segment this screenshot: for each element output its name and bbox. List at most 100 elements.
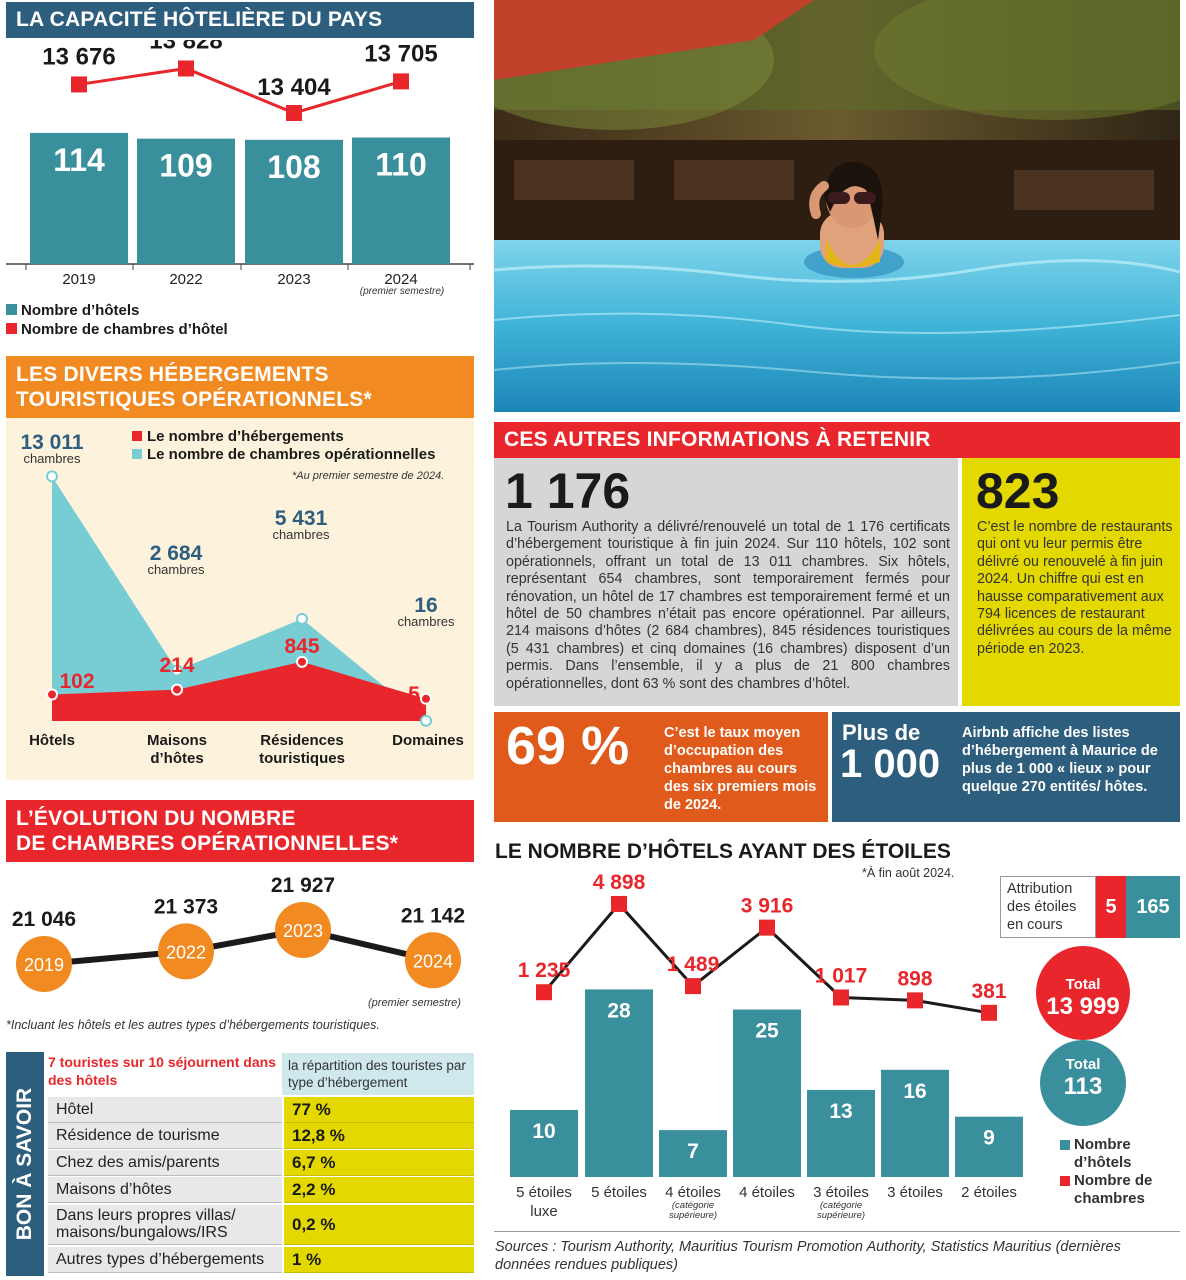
- stars-bar: [659, 1130, 727, 1177]
- evolution-circle: [158, 923, 214, 980]
- hebergements-category: Hôtels: [29, 732, 75, 749]
- legend-hotels-label: Nombre d’hôtels: [21, 302, 140, 319]
- evolution-note-2024: (premier semestre): [368, 997, 461, 1009]
- legend-hotels-swatch: [6, 304, 17, 315]
- stars-category: 3 étoiles: [887, 1184, 943, 1201]
- rooms-value: 5 431: [275, 507, 328, 530]
- occupancy-number: 69 %: [506, 716, 630, 776]
- total-rooms-value: 13 999: [1046, 993, 1120, 1020]
- rooms-unit: chambres: [147, 562, 205, 577]
- stars-bar-label: 28: [607, 999, 631, 1022]
- tourist-share: 12,8 %: [284, 1123, 474, 1149]
- accommodation-type: Autres types d’hébergements: [48, 1247, 282, 1273]
- hebergements-title-bar: LES DIVERS HÉBERGEMENTS TOURISTIQUES OPÉ…: [6, 356, 474, 418]
- capacity-year: 2022: [169, 271, 202, 288]
- airbnb-prefix: Plus de: [842, 720, 921, 745]
- stars-category: 4 étoiles: [665, 1184, 721, 1201]
- count-marker: [420, 692, 432, 705]
- hebergements-category: Domaines: [392, 732, 464, 749]
- count-value: 5: [408, 683, 420, 706]
- capacity-rooms-marker: [286, 105, 302, 121]
- hebergements-category: Maisons: [147, 732, 207, 749]
- stars-bar-label: 7: [687, 1140, 699, 1163]
- stars-bar: [733, 1009, 801, 1177]
- rooms-value: 16: [414, 594, 437, 617]
- hebergements-title-line2: TOURISTIQUES OPÉRATIONNELS*: [16, 388, 372, 411]
- sources: Sources : Tourism Authority, Mauritius T…: [495, 1239, 1121, 1273]
- rooms-marker: [46, 470, 58, 483]
- stars-bar-label: 16: [903, 1080, 926, 1103]
- certif-box: [494, 458, 958, 706]
- capacity-rooms-label: 13 705: [364, 40, 437, 67]
- count-value: 845: [284, 635, 319, 658]
- evolution-year: 2024: [413, 951, 453, 971]
- capacity-bar-label: 114: [53, 142, 105, 178]
- table-row: Autres types d’hébergements 1 %: [48, 1247, 474, 1273]
- count-area: [52, 661, 426, 721]
- bon-a-savoir-side: BON À SAVOIR: [6, 1052, 44, 1276]
- evolution-line: [43, 926, 434, 967]
- capacity-title: LA CAPACITÉ HÔTELIÈRE DU PAYS: [16, 8, 383, 31]
- tourist-share: 0,2 %: [284, 1205, 474, 1245]
- hebergements-legend: Le nombre d’hébergements Le nombre de ch…: [132, 428, 435, 464]
- stars-rooms-label: 3 916: [741, 895, 794, 918]
- stars-rooms-marker: [611, 895, 627, 912]
- attribution-label: Attribution des étoiles en cours: [1007, 881, 1077, 933]
- stars-rooms-marker: [981, 1004, 997, 1021]
- stars-category-sub: supérieure): [817, 1210, 865, 1221]
- legend-stars-hotels-label: Nombre d’hôtels: [1074, 1136, 1132, 1171]
- bon-a-savoir-headline: 7 touristes sur 10 séjournent dans des h…: [48, 1054, 276, 1088]
- stars-bar: [881, 1069, 949, 1177]
- stars-rooms-label: 1 017: [815, 964, 868, 987]
- capacity-bar-label: 108: [267, 149, 320, 185]
- table-row: Hôtel 77 %: [48, 1097, 474, 1123]
- evolution-value: 21 142: [401, 904, 465, 927]
- airbnb-box: [832, 712, 1180, 822]
- capacity-year: 2024: [384, 271, 417, 288]
- rooms-marker: [420, 714, 432, 727]
- count-value: 102: [59, 670, 94, 693]
- evolution-circle: [16, 936, 72, 992]
- rooms-unit: chambres: [23, 451, 81, 466]
- rooms-value: 13 011: [20, 431, 83, 454]
- count-marker: [296, 655, 308, 668]
- count-marker: [46, 688, 58, 701]
- capacity-title-bar: LA CAPACITÉ HÔTELIÈRE DU PAYS: [6, 2, 474, 38]
- legend-count-swatch: [132, 431, 142, 441]
- attribution-box: [1000, 876, 1096, 938]
- evolution-title-line2: DE CHAMBRES OPÉRATIONNELLES*: [16, 832, 399, 855]
- accommodation-type: Hôtel: [48, 1097, 282, 1123]
- legend-stars-rooms-swatch: [1060, 1176, 1070, 1186]
- total-hotels-circle: Total 113: [1040, 1040, 1126, 1126]
- stars-rooms-marker: [536, 984, 552, 1001]
- stars-category-sub: (catégorie: [672, 1200, 714, 1211]
- stars-rooms-marker: [907, 992, 923, 1009]
- stars-legend: Nombre d’hôtels Nombre de chambres: [1060, 1136, 1180, 1208]
- capacity-bar: [245, 139, 343, 264]
- legend-rooms-label: Nombre de chambres d’hôtel: [21, 321, 228, 338]
- legend-oprooms-swatch: [132, 449, 142, 459]
- evolution-footnote: *Incluant les hôtels et les autres types…: [6, 1018, 380, 1032]
- pool-photo: [494, 0, 1180, 412]
- count-marker: [171, 683, 183, 696]
- evolution-value: 21 927: [271, 874, 335, 897]
- capacity-rooms-label: 13 676: [42, 43, 115, 70]
- evolution-year: 2019: [24, 955, 64, 975]
- certif-text: La Tourism Authority a délivré/renouvelé…: [506, 519, 950, 692]
- hebergements-note: *Au premier semestre de 2024.: [292, 470, 445, 482]
- capacity-year: 2023: [277, 271, 310, 288]
- occupancy-text: C’est le taux moyen d’occupation des cha…: [664, 725, 817, 813]
- capacity-note-2024: (premier semestre): [359, 286, 445, 297]
- capacity-bar: [137, 138, 235, 264]
- stars-category-sub: (catégorie: [820, 1200, 862, 1211]
- rooms-unit: chambres: [272, 527, 330, 542]
- legend-stars-hotels-swatch: [1060, 1140, 1070, 1150]
- evolution-year: 2022: [166, 942, 206, 962]
- rooms-marker: [296, 612, 308, 625]
- capacity-rooms-marker: [71, 76, 87, 93]
- stars-bar: [955, 1116, 1023, 1177]
- stars-rooms-label: 4 898: [593, 871, 646, 894]
- capacity-year: 2019: [62, 271, 95, 288]
- tourist-share: 1 %: [284, 1247, 474, 1273]
